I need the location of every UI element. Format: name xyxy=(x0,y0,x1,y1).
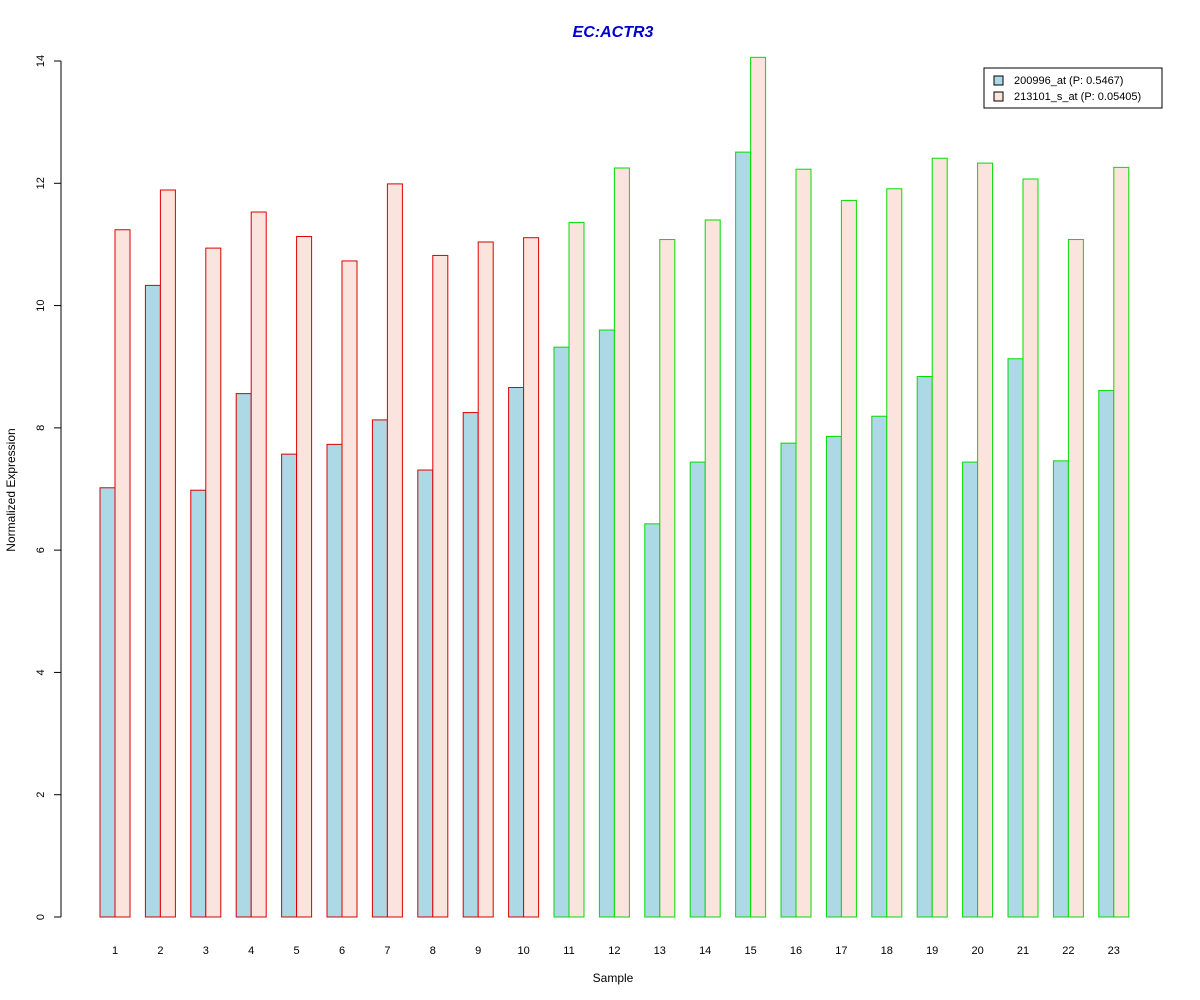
legend-swatch-2 xyxy=(993,91,1004,102)
bar-sample-22-series-1 xyxy=(1052,460,1069,918)
x-tick-label: 6 xyxy=(339,945,345,957)
bar-sample-13-series-2 xyxy=(659,239,676,918)
x-tick-label: 18 xyxy=(881,945,893,957)
x-tick-label: 21 xyxy=(1017,945,1029,957)
y-tick-label: 2 xyxy=(35,792,47,798)
bar-sample-23-series-1 xyxy=(1098,390,1115,918)
x-tick-label: 11 xyxy=(563,945,574,957)
x-tick-label: 20 xyxy=(971,945,983,957)
bar-sample-6-series-1 xyxy=(326,443,343,918)
bar-sample-10-series-1 xyxy=(508,387,525,918)
bar-sample-2-series-1 xyxy=(144,284,161,918)
bar-sample-8-series-2 xyxy=(432,254,449,918)
bar-sample-9-series-2 xyxy=(477,241,494,918)
y-tick-label: 12 xyxy=(35,177,47,189)
x-tick-labels: 1 2 3 4 5 6 7 8 9 10 11 12 13 14 15 16 17 18 19 20 21 22 23 xyxy=(112,945,1120,957)
bar-sample-20-series-1 xyxy=(962,461,979,918)
bar-sample-11-series-2 xyxy=(568,221,585,918)
bar-sample-3-series-2 xyxy=(205,247,222,918)
y-axis-title: Normalized Expression xyxy=(4,428,18,551)
bar-sample-4-series-1 xyxy=(235,393,252,918)
bar-sample-21-series-1 xyxy=(1007,358,1024,918)
y-tick-label: 4 xyxy=(35,669,47,675)
x-tick-label: 9 xyxy=(475,945,481,957)
y-tick-label: 14 xyxy=(35,55,47,67)
bar-sample-12-series-2 xyxy=(613,167,630,918)
x-tick-label: 13 xyxy=(654,945,666,957)
legend-swatch-1 xyxy=(993,75,1004,86)
bar-sample-18-series-2 xyxy=(886,188,903,918)
bar-sample-10-series-2 xyxy=(523,237,540,918)
bar-sample-5-series-1 xyxy=(281,453,298,918)
bar-sample-11-series-1 xyxy=(553,346,570,918)
x-tick-label: 22 xyxy=(1062,945,1074,957)
x-tick-label: 8 xyxy=(430,945,436,957)
bar-sample-1-series-1 xyxy=(99,487,116,918)
bar-sample-23-series-2 xyxy=(1113,166,1130,918)
x-tick-label: 15 xyxy=(744,945,756,957)
x-axis-title: Sample xyxy=(593,971,634,985)
bars xyxy=(99,56,1130,918)
legend-box xyxy=(983,67,1163,109)
bar-sample-18-series-1 xyxy=(871,415,888,918)
bar-sample-6-series-2 xyxy=(341,260,358,918)
bar-sample-9-series-1 xyxy=(462,412,479,918)
bar-sample-16-series-1 xyxy=(780,442,797,918)
legend: 200996_at (P: 0.5467) 213101_s_at (P: 0.0… xyxy=(983,67,1163,109)
bar-sample-4-series-2 xyxy=(250,211,267,918)
x-tick-label: 7 xyxy=(384,945,390,957)
x-tick-label: 5 xyxy=(294,945,300,957)
y-tick-label: 6 xyxy=(35,547,47,553)
y-tick-label: 8 xyxy=(35,425,47,431)
x-tick-label: 23 xyxy=(1108,945,1120,957)
x-tick-label: 16 xyxy=(790,945,802,957)
bar-sample-14-series-1 xyxy=(689,461,706,918)
bar-sample-1-series-2 xyxy=(114,229,131,918)
bar-sample-15-series-2 xyxy=(750,56,767,918)
bar-sample-13-series-1 xyxy=(644,523,661,918)
y-axis: 0 2 4 6 8 10 12 14 xyxy=(35,55,62,920)
y-tick-label: 0 xyxy=(35,914,47,920)
bar-sample-17-series-2 xyxy=(840,199,857,918)
x-tick-label: 14 xyxy=(699,945,711,957)
bar-sample-19-series-1 xyxy=(916,375,933,918)
bar-sample-17-series-1 xyxy=(825,435,842,918)
chart-title: EC:ACTR3 xyxy=(573,24,654,41)
x-tick-label: 19 xyxy=(926,945,938,957)
y-tick-label: 10 xyxy=(35,299,47,311)
bar-sample-5-series-2 xyxy=(296,235,313,918)
bar-sample-7-series-2 xyxy=(386,183,403,918)
bar-sample-20-series-2 xyxy=(977,162,994,918)
bar-sample-2-series-2 xyxy=(159,189,176,918)
bar-sample-15-series-1 xyxy=(735,151,752,918)
bar-sample-8-series-1 xyxy=(417,469,434,918)
bar-sample-16-series-2 xyxy=(795,168,812,918)
x-tick-label: 12 xyxy=(608,945,620,957)
x-tick-label: 4 xyxy=(248,945,254,957)
x-tick-label: 1 xyxy=(112,945,118,957)
x-tick-label: 2 xyxy=(157,945,163,957)
legend-label-1: 200996_at (P: 0.5467) xyxy=(1014,75,1123,87)
legend-label-2: 213101_s_at (P: 0.05405) xyxy=(1014,91,1141,103)
bar-sample-21-series-2 xyxy=(1022,178,1039,918)
bar-sample-12-series-1 xyxy=(598,329,615,918)
x-tick-label: 3 xyxy=(203,945,209,957)
bar-sample-3-series-1 xyxy=(190,489,207,918)
bar-sample-7-series-1 xyxy=(371,419,388,918)
bar-sample-22-series-2 xyxy=(1067,239,1084,918)
bar-sample-14-series-2 xyxy=(704,219,721,918)
x-tick-label: 10 xyxy=(517,945,529,957)
bar-sample-19-series-2 xyxy=(931,157,948,918)
x-tick-label: 17 xyxy=(835,945,847,957)
